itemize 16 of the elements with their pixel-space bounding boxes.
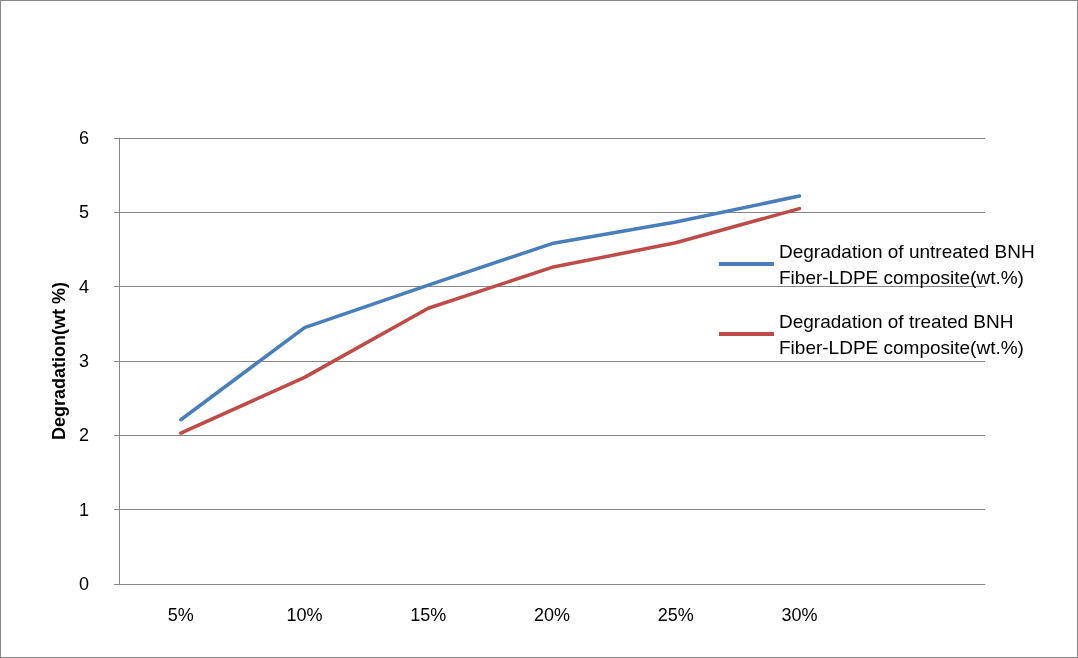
x-tick-label: 5% bbox=[167, 605, 194, 625]
x-tick-label: 25% bbox=[657, 605, 694, 625]
x-tick-label: 10% bbox=[286, 605, 323, 625]
legend-label: Degradation of untreated BNH Fiber-LDPE composite(wt.%) bbox=[779, 240, 1040, 288]
y-tick-label: 6 bbox=[78, 128, 89, 148]
y-tick-label: 4 bbox=[78, 276, 89, 297]
y-tick-label: 3 bbox=[78, 351, 89, 371]
x-tick-label: 15% bbox=[410, 605, 447, 625]
y-tick-label: 0 bbox=[78, 574, 89, 594]
y-tick-label: 1 bbox=[78, 499, 89, 520]
y-axis-title: Degradation(wt %) bbox=[49, 281, 70, 441]
x-tick-label: 20% bbox=[533, 605, 571, 625]
y-tick-label: 2 bbox=[78, 425, 89, 446]
x-tick-label: 30% bbox=[781, 605, 818, 625]
legend-label: Degradation of treated BNH Fiber-LDPE composite(wt.%) bbox=[779, 310, 1024, 358]
y-tick-label: 5 bbox=[78, 202, 89, 223]
